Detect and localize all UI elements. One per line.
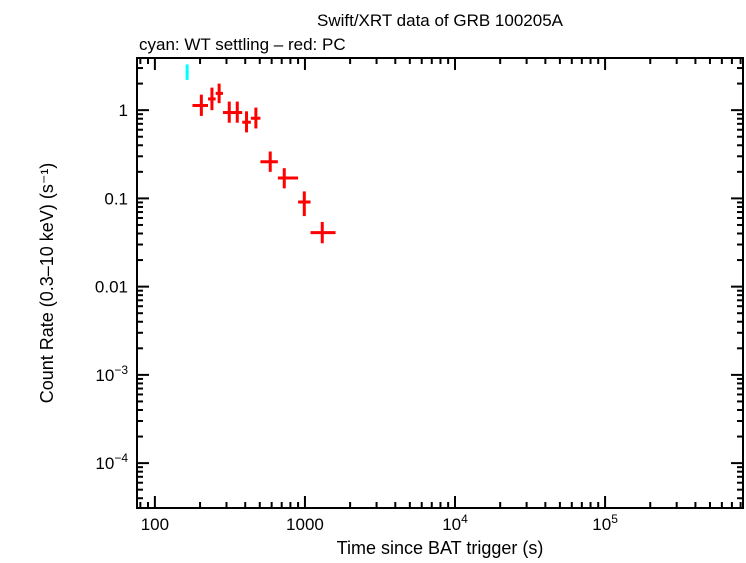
- plot-frame: [136, 57, 744, 509]
- pc-data-point: [208, 87, 216, 111]
- y-tick-label: 0.1: [104, 189, 128, 208]
- x-tick-label: 100: [141, 515, 169, 534]
- x-tick-label: 105: [592, 512, 618, 534]
- y-tick-label: 0.01: [95, 278, 128, 297]
- pc-data-point: [192, 94, 209, 116]
- pc-data-point: [215, 83, 223, 104]
- y-axis-label: Count Rate (0.3–10 keV) (s⁻¹): [37, 163, 57, 404]
- pc-data-point: [233, 101, 243, 123]
- chart-subtitle: cyan: WT settling – red: PC: [139, 35, 346, 54]
- x-tick-label: 1000: [286, 515, 324, 534]
- pc-data-point: [310, 222, 336, 244]
- y-tick-label: 10−4: [95, 451, 128, 473]
- y-tick-label: 10−3: [95, 363, 128, 385]
- pc-data-point: [260, 151, 278, 172]
- x-axis-label: Time since BAT trigger (s): [337, 538, 544, 558]
- pc-data-point: [222, 101, 234, 123]
- wt-data-point: [185, 64, 189, 80]
- pc-data-point: [298, 191, 311, 217]
- pc-data-point: [242, 111, 251, 133]
- pc-data-point: [277, 168, 299, 189]
- chart-title: Swift/XRT data of GRB 100205A: [317, 11, 564, 30]
- pc-data-point: [250, 107, 261, 129]
- x-tick-label: 104: [442, 512, 468, 534]
- y-tick-label: 1: [119, 101, 128, 120]
